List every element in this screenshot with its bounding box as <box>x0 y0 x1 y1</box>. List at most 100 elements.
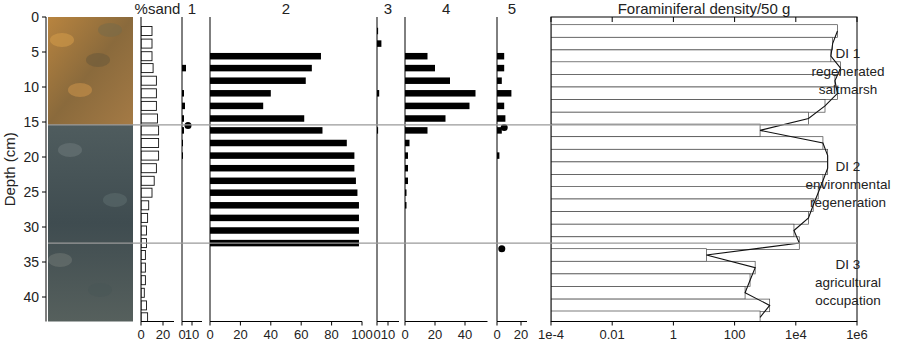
x-tick-label: 20 <box>233 327 247 342</box>
x-tick <box>857 322 858 326</box>
x-tick <box>377 322 378 326</box>
x-axis-line <box>405 321 488 322</box>
x-tick-label: 20 <box>156 327 170 342</box>
bar <box>141 226 147 235</box>
zone-label: regenerated <box>812 64 885 79</box>
bar <box>405 77 450 84</box>
zone-label: regeneration <box>810 195 886 210</box>
bar <box>210 215 359 222</box>
x-axis-line <box>210 321 362 322</box>
bar <box>210 90 271 97</box>
marks <box>497 53 511 252</box>
bar <box>141 176 154 185</box>
marks <box>551 25 841 322</box>
density-bar <box>551 299 770 312</box>
density-bar <box>551 50 831 63</box>
frame <box>551 17 857 322</box>
bar <box>141 27 152 36</box>
density-bar <box>551 112 808 125</box>
x-tick-top <box>612 17 613 22</box>
y-tick <box>42 157 46 158</box>
y-tick <box>42 297 46 298</box>
bar <box>141 101 156 110</box>
panel-title: 2 <box>282 0 290 17</box>
y-tick-label: 40 <box>23 289 39 305</box>
core-photo <box>48 125 133 322</box>
x-tick <box>301 322 302 326</box>
bar <box>141 188 152 197</box>
bar <box>141 164 156 173</box>
density-bar <box>551 137 823 150</box>
bar <box>210 77 306 84</box>
zone-label: saltmarsh <box>819 82 878 97</box>
y-axis-line <box>46 17 47 322</box>
zone-boundary <box>48 124 857 125</box>
x-tick-label: 80 <box>324 327 338 342</box>
bar <box>141 89 156 98</box>
density-bar <box>551 25 837 38</box>
core-texture <box>98 23 122 37</box>
y-tick-label: 25 <box>23 184 39 200</box>
density-bar <box>551 100 825 113</box>
density-bar <box>551 175 823 188</box>
x-tick <box>612 322 613 326</box>
x-tick <box>331 322 332 326</box>
x-tick-label: 0 <box>373 327 380 342</box>
bar <box>210 127 322 133</box>
x-axis-line <box>141 321 174 322</box>
x-tick-top <box>734 17 735 22</box>
bar <box>210 65 312 72</box>
bar <box>141 263 145 272</box>
core-texture <box>50 33 74 47</box>
x-tick-label: 0 <box>401 327 408 342</box>
x-tick <box>192 322 193 326</box>
x-tick-label: 1 <box>670 327 677 342</box>
panel-title: 5 <box>508 0 516 17</box>
marks <box>405 53 476 209</box>
x-tick-label: 1e4 <box>785 327 807 342</box>
bar <box>141 64 153 73</box>
x-tick <box>388 322 389 326</box>
x-tick <box>141 322 142 326</box>
x-tick-label: 100 <box>351 327 373 342</box>
marks <box>141 27 159 322</box>
y-tick <box>42 17 46 18</box>
panel-axis-line <box>377 17 378 322</box>
bar <box>141 139 159 148</box>
x-tick <box>240 322 241 326</box>
panel-title: 1 <box>188 0 196 17</box>
bar <box>141 114 158 123</box>
x-tick-label: 1e6 <box>846 327 868 342</box>
bar <box>210 202 359 209</box>
density-bar <box>551 287 745 300</box>
bar <box>141 126 159 135</box>
bar <box>210 115 304 122</box>
x-tick <box>551 322 552 326</box>
bar <box>210 103 263 110</box>
x-tick-top <box>795 17 796 22</box>
y-tick <box>42 87 46 88</box>
bar <box>141 276 145 285</box>
zone-label: DI 2 <box>836 159 861 174</box>
y-tick-label: 35 <box>23 254 39 270</box>
bar <box>405 65 435 72</box>
bar <box>210 53 321 60</box>
x-tick-label: 60 <box>294 327 308 342</box>
panel-axis-line <box>141 17 142 322</box>
panel-title: 3 <box>384 0 392 17</box>
y-tick-label: 15 <box>23 114 39 130</box>
bar <box>405 127 428 133</box>
x-tick-label: 0 <box>137 327 144 342</box>
density-bar <box>551 37 833 50</box>
x-tick-label: 10 <box>381 327 395 342</box>
bar <box>405 140 410 147</box>
x-tick-label: 0 <box>206 327 213 342</box>
x-tick <box>210 322 211 326</box>
core-texture <box>58 143 82 157</box>
core-texture <box>88 283 112 297</box>
x-tick <box>435 322 436 326</box>
x-tick <box>405 322 406 326</box>
bar <box>182 65 186 72</box>
bar <box>141 201 149 210</box>
y-tick <box>42 262 46 263</box>
